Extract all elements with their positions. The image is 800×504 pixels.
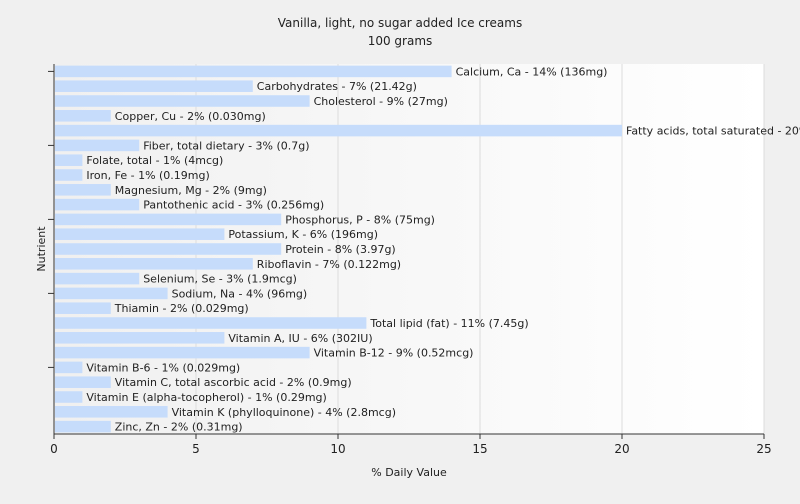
- bar: [55, 346, 310, 359]
- bar: [55, 317, 367, 329]
- bar-label: Zinc, Zn - 2% (0.31mg): [115, 421, 243, 434]
- x-tick-label: 0: [50, 442, 58, 456]
- bar: [55, 124, 622, 137]
- bar: [55, 287, 168, 300]
- bar-label: Selenium, Se - 3% (1.9mcg): [143, 273, 297, 286]
- bar: [55, 198, 140, 211]
- bar-label: Cholesterol - 9% (27mg): [314, 95, 448, 108]
- bar-label: Vitamin E (alpha-tocopherol) - 1% (0.29m…: [86, 391, 326, 404]
- bar: [55, 139, 140, 152]
- chart-title: Vanilla, light, no sugar added Ice cream…: [278, 16, 522, 30]
- bar: [55, 258, 253, 270]
- bar-label: Phosphorus, P - 8% (75mg): [285, 213, 435, 226]
- bar-label: Vitamin B-12 - 9% (0.52mcg): [314, 347, 474, 360]
- x-tick-label: 20: [614, 442, 629, 456]
- bar-label: Protein - 8% (3.97g): [285, 243, 396, 256]
- bar-label: Carbohydrates - 7% (21.42g): [257, 80, 417, 93]
- bar-label: Fiber, total dietary - 3% (0.7g): [143, 139, 309, 152]
- bar-label: Copper, Cu - 2% (0.030mg): [115, 110, 266, 123]
- bar: [55, 95, 310, 107]
- x-tick-label: 25: [756, 442, 771, 456]
- bar: [55, 272, 140, 285]
- bar-label: Magnesium, Mg - 2% (9mg): [115, 184, 267, 197]
- bar-label: Riboflavin - 7% (0.122mg): [257, 258, 401, 271]
- bar: [55, 391, 83, 403]
- bar-label: Fatty acids, total saturated - 20% (4.04…: [626, 125, 800, 138]
- bar: [55, 80, 253, 92]
- bar: [55, 154, 83, 166]
- axes-group: 0 5 10 15 20 25: [48, 64, 772, 456]
- bar: [55, 213, 282, 226]
- bar: [55, 376, 111, 388]
- bar: [55, 184, 111, 196]
- bar: [55, 110, 111, 122]
- bar-label: Vitamin A, IU - 6% (302IU): [228, 332, 372, 345]
- bar-label: Thiamin - 2% (0.029mg): [114, 302, 249, 315]
- bar-label: Pantothenic acid - 3% (0.256mg): [143, 199, 324, 212]
- x-tick-label: 15: [472, 442, 487, 456]
- bar-labels-group: Calcium, Ca - 14% (136mg) Carbohydrates -…: [86, 65, 800, 433]
- y-axis-label: Nutrient: [35, 226, 48, 272]
- bar-label: Sodium, Na - 4% (96mg): [172, 287, 308, 300]
- bar: [55, 243, 282, 255]
- bar: [55, 332, 225, 344]
- bars-group: [55, 65, 622, 433]
- bar-label: Vitamin C, total ascorbic acid - 2% (0.9…: [115, 376, 352, 389]
- bar: [55, 169, 83, 181]
- x-axis-label: % Daily Value: [371, 466, 447, 479]
- x-tick-label: 10: [330, 442, 345, 456]
- bar-label: Calcium, Ca - 14% (136mg): [456, 65, 608, 78]
- bar: [55, 361, 83, 374]
- bar-label: Iron, Fe - 1% (0.19mg): [86, 169, 209, 182]
- bar: [55, 406, 168, 418]
- chart-subtitle: 100 grams: [368, 34, 433, 48]
- bar: [55, 228, 225, 240]
- bar-label: Vitamin B-6 - 1% (0.029mg): [86, 361, 240, 374]
- bar: [55, 302, 111, 314]
- bar-label: Total lipid (fat) - 11% (7.45g): [369, 317, 528, 330]
- bar-label: Potassium, K - 6% (196mg): [228, 228, 378, 241]
- bar: [55, 420, 111, 433]
- bar-label: Vitamin K (phylloquinone) - 4% (2.8mcg): [172, 406, 396, 419]
- bar-label: Folate, total - 1% (4mcg): [86, 154, 223, 167]
- bar: [55, 65, 452, 78]
- x-tick-label: 5: [192, 442, 200, 456]
